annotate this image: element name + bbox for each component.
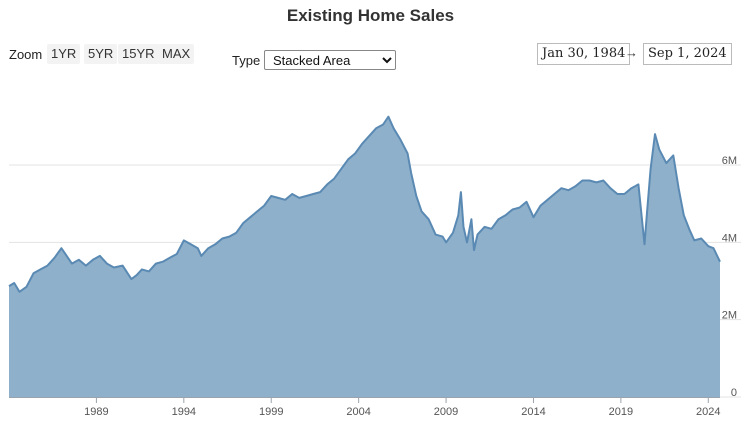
page-title: Existing Home Sales bbox=[286, 6, 455, 25]
zoom-1yr-button[interactable]: 1YR bbox=[47, 44, 81, 64]
series-line bbox=[8, 115, 721, 293]
x-tick-label: 2019 bbox=[609, 406, 633, 418]
y-tick-label: 6M bbox=[722, 155, 737, 167]
chart-type-select[interactable]: Stacked Area bbox=[264, 50, 396, 70]
x-tick-label: 2009 bbox=[434, 406, 458, 418]
zoom-5yr-button[interactable]: 5YR bbox=[84, 44, 118, 64]
date-range-arrow: → bbox=[625, 45, 638, 60]
zoom-label: Zoom bbox=[9, 47, 43, 62]
zoom-15yr-button[interactable]: 15YR bbox=[118, 44, 159, 64]
y-tick-label: 2M bbox=[722, 310, 737, 322]
series-area-fill bbox=[9, 116, 720, 397]
x-tick-label: 2014 bbox=[521, 406, 545, 418]
type-label: Type bbox=[232, 53, 261, 68]
x-tick-label: 1989 bbox=[84, 406, 108, 418]
y-tick-label: 4M bbox=[722, 232, 737, 244]
zoom-max-button[interactable]: MAX bbox=[158, 44, 195, 64]
x-tick-label: 1994 bbox=[172, 406, 196, 418]
x-tick-label: 1999 bbox=[259, 406, 283, 418]
x-tick-label: 2024 bbox=[696, 406, 720, 418]
y-tick-label: 0 bbox=[731, 387, 737, 399]
date-from-input[interactable]: Jan 30, 1984 bbox=[537, 43, 631, 65]
date-to-input[interactable]: Sep 1, 2024 bbox=[643, 43, 732, 65]
x-tick-label: 2004 bbox=[346, 406, 370, 418]
